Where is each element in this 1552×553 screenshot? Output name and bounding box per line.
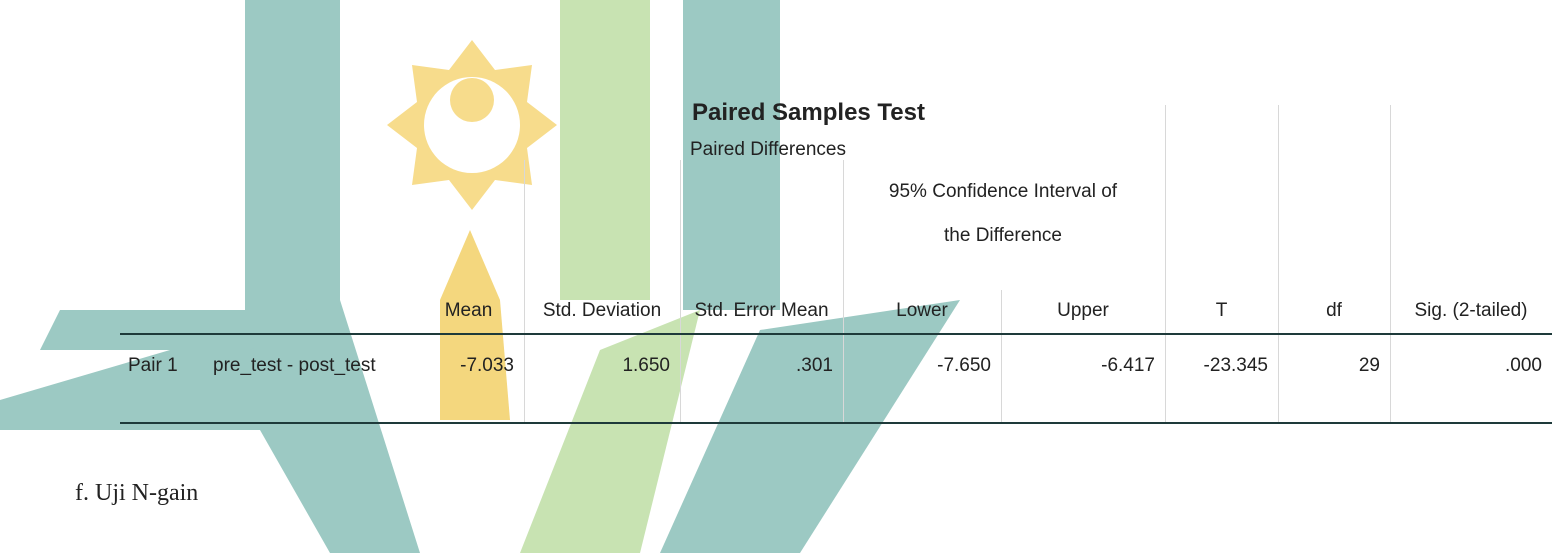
column-divider	[524, 160, 525, 422]
row-label: pre_test - post_test	[213, 355, 376, 376]
watermark-pen	[440, 230, 510, 420]
ci-header: the Difference	[944, 225, 1062, 246]
column-header: Lower	[896, 300, 948, 321]
column-header: df	[1326, 300, 1342, 321]
cell: -6.417	[1101, 355, 1155, 376]
cell: -7.033	[460, 355, 514, 376]
watermark-arc	[0, 300, 420, 553]
cell: .301	[796, 355, 833, 376]
cell: .000	[1505, 355, 1542, 376]
column-divider	[1165, 105, 1166, 422]
watermark-arc	[520, 310, 700, 553]
watermark-bar	[245, 0, 340, 310]
cell: 29	[1358, 355, 1380, 376]
cell: 1.650	[622, 355, 670, 376]
group-header: Paired Differences	[690, 139, 846, 160]
bottom-rule	[120, 422, 1552, 424]
table-title: Paired Samples Test	[692, 99, 925, 126]
watermark-bar	[683, 0, 780, 310]
column-header: Sig. (2-tailed)	[1414, 300, 1528, 321]
column-header: Upper	[1057, 300, 1109, 321]
section-heading: f. Uji N-gain	[75, 480, 199, 506]
column-divider	[1001, 290, 1002, 422]
watermark-dot	[450, 78, 494, 122]
column-divider	[680, 160, 681, 422]
cell: -23.345	[1203, 355, 1268, 376]
column-header: Std. Deviation	[542, 300, 662, 321]
watermark-bar	[560, 0, 650, 300]
column-divider	[1390, 105, 1391, 422]
watermark-star-hole	[424, 77, 520, 173]
column-divider	[843, 160, 844, 422]
watermark-arc	[40, 310, 330, 350]
column-header: Mean	[444, 300, 493, 321]
cell: -7.650	[937, 355, 991, 376]
column-header: Std. Error Mean	[694, 300, 829, 321]
ci-header: 95% Confidence Interval of	[888, 181, 1118, 202]
column-header: T	[1215, 300, 1228, 321]
column-divider	[1278, 105, 1279, 422]
header-rule	[120, 333, 1552, 335]
row-label: Pair 1	[128, 355, 178, 376]
watermark-arc	[660, 300, 960, 553]
